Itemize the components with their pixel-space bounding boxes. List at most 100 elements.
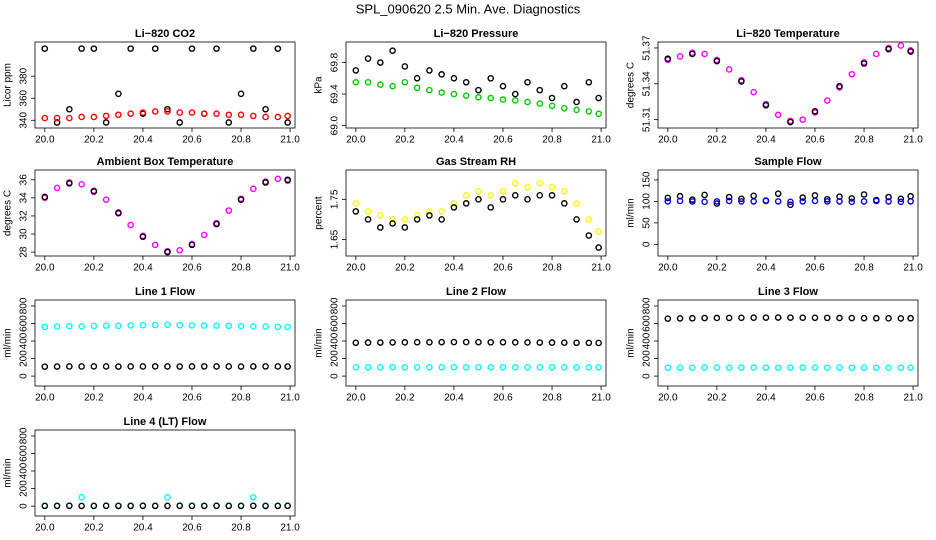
point (225, 322, 233, 330)
point (689, 198, 696, 205)
y-tick-label: 600 (19, 315, 30, 332)
point (573, 200, 580, 207)
point (536, 179, 544, 187)
point (78, 494, 85, 501)
point (787, 314, 794, 321)
point (450, 200, 458, 207)
point (676, 197, 684, 205)
x-tick-label: 21.0 (280, 523, 300, 534)
x-tick-label: 20.8 (854, 393, 874, 404)
point (774, 111, 782, 119)
point (127, 502, 134, 510)
point (389, 339, 396, 346)
point (438, 216, 445, 223)
x-tick-label: 20.0 (35, 393, 55, 404)
point (499, 187, 507, 195)
x-tick-label: 20.2 (707, 135, 727, 146)
point (595, 94, 602, 102)
point (127, 322, 134, 329)
point (664, 55, 672, 63)
x-tick-label: 20.2 (707, 263, 727, 274)
point (462, 92, 470, 99)
point (237, 111, 245, 119)
chart-title: Ambient Box Temperature (97, 156, 234, 168)
y-tick-label: 400 (19, 332, 30, 349)
y-tick-label: 0 (642, 373, 653, 379)
point (907, 314, 914, 322)
point (262, 363, 269, 370)
point (762, 314, 770, 321)
point (284, 176, 291, 184)
point (787, 118, 794, 126)
point (787, 364, 794, 371)
point (585, 78, 593, 86)
y-tick-label: 800 (642, 297, 653, 314)
point (676, 364, 684, 371)
point (561, 364, 568, 371)
point (664, 194, 672, 202)
point (524, 98, 531, 106)
point (426, 338, 433, 346)
point (200, 502, 208, 510)
y-tick-label: 200 (642, 350, 653, 367)
point (262, 323, 269, 330)
point (352, 364, 360, 371)
point (738, 364, 745, 371)
chart-title: Gas Stream RH (436, 156, 516, 168)
point (787, 198, 794, 206)
point (860, 314, 868, 322)
point (352, 78, 360, 86)
point (90, 188, 98, 195)
point (225, 111, 233, 119)
point (274, 363, 282, 370)
point (237, 322, 245, 330)
y-axis-label: percent (314, 196, 325, 230)
point (701, 50, 708, 58)
x-tick-label: 20.6 (182, 523, 202, 534)
point (90, 45, 98, 52)
y-tick-label: 400 (19, 462, 30, 479)
point (364, 216, 372, 223)
point (450, 204, 458, 211)
point (284, 323, 291, 331)
point (585, 216, 593, 223)
point (102, 112, 110, 120)
x-tick-label: 20.6 (182, 135, 202, 146)
point (511, 97, 519, 104)
point (595, 244, 602, 251)
point (274, 113, 282, 121)
point (885, 364, 892, 372)
point (487, 338, 495, 346)
x-tick-label: 20.0 (346, 393, 366, 404)
point (352, 200, 360, 207)
point (462, 200, 470, 207)
point (78, 45, 85, 52)
point (389, 82, 396, 90)
y-axis-label: ml/min (3, 328, 14, 357)
point (225, 207, 233, 214)
point (689, 314, 696, 322)
point (78, 322, 85, 330)
point (487, 74, 495, 82)
point (364, 339, 372, 346)
point (860, 60, 868, 67)
point (284, 119, 291, 126)
point (413, 338, 421, 346)
x-tick-label: 20.2 (84, 135, 104, 146)
point (701, 364, 708, 371)
y-tick-label: 100 (642, 193, 653, 210)
y-tick-label: 36 (19, 174, 30, 186)
point (102, 363, 110, 370)
point (561, 104, 568, 112)
point (524, 78, 531, 86)
point (774, 314, 782, 321)
point (585, 108, 593, 115)
x-tick-label: 20.6 (493, 263, 513, 274)
point (713, 314, 721, 322)
point (377, 212, 384, 219)
point (573, 216, 580, 223)
point (250, 112, 257, 120)
